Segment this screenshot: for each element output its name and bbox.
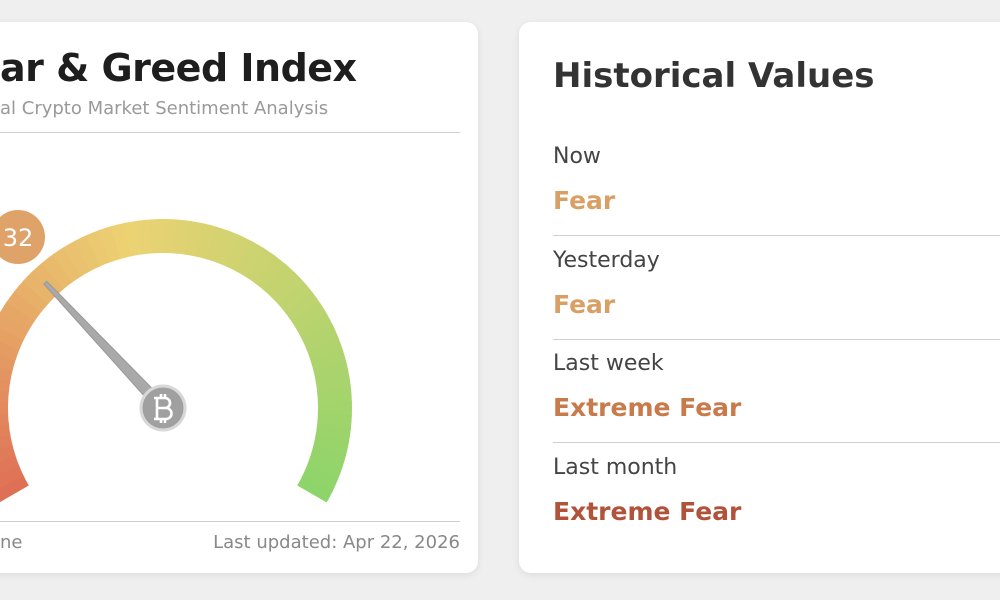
divider <box>553 235 1000 236</box>
gauge-arc <box>0 464 24 488</box>
gauge-arc <box>110 222 133 260</box>
gauge-arc <box>225 235 254 272</box>
gauge-arc <box>123 220 144 257</box>
gauge-arc <box>278 281 314 314</box>
gauge-arc <box>306 455 343 481</box>
gauge-arc <box>291 302 328 333</box>
gauge-arc <box>315 375 352 394</box>
row-value: Extreme Fear <box>553 496 742 526</box>
gauge-arc <box>22 270 57 305</box>
history-title: Historical Values <box>553 56 875 96</box>
gauge-arc <box>86 229 112 267</box>
gauge-arc <box>0 300 36 331</box>
gauge: 32 <box>0 210 352 503</box>
gauge-arc <box>98 225 122 263</box>
gauge-arc <box>315 424 351 443</box>
footer-left: ne <box>0 532 23 553</box>
row-label: Last week <box>553 351 664 376</box>
gauge-arc <box>14 280 50 313</box>
row-value: Fear <box>553 289 616 319</box>
gauge-arc <box>215 230 242 268</box>
gauge-arc <box>41 253 74 290</box>
gauge-arc <box>306 337 344 362</box>
gauge-arc <box>205 226 230 263</box>
gauge-arc <box>309 445 347 469</box>
gauge-arc <box>0 340 20 361</box>
row-label: Now <box>553 144 601 169</box>
gauge-arc <box>270 272 305 306</box>
value-bubble <box>0 210 45 264</box>
gauge-arc <box>245 247 276 284</box>
divider <box>553 442 1000 443</box>
gauge-arc <box>0 454 20 474</box>
gauge-arc <box>173 219 192 255</box>
gauge-arc <box>74 234 102 272</box>
row-label: Last month <box>553 454 678 480</box>
divider <box>0 521 460 522</box>
gauge-arc <box>316 413 352 430</box>
gauge-arc <box>262 263 296 298</box>
gauge-arc <box>162 219 179 254</box>
gauge-arc <box>297 313 334 342</box>
gauge-arc <box>51 246 83 283</box>
divider <box>553 338 1000 340</box>
gauge-arc <box>297 475 333 503</box>
gauge-arc <box>62 240 92 277</box>
gauge-arc <box>317 388 352 405</box>
gauge-arc <box>235 241 265 278</box>
gauge-arc <box>195 223 217 260</box>
gauge-arc <box>184 220 205 257</box>
bitcoin-glyph <box>154 394 173 423</box>
gauge-arc <box>253 255 286 291</box>
gauge-arc <box>0 474 29 503</box>
gauge-arc <box>302 325 339 352</box>
row-value: Extreme Fear <box>553 393 742 422</box>
divider <box>0 132 460 133</box>
index-card <box>0 22 478 573</box>
gauge-arc <box>136 219 154 255</box>
gauge-arc <box>0 326 25 351</box>
gauge-arc <box>313 362 350 383</box>
row-label: Yesterday <box>553 247 660 273</box>
gauge-value: 32 <box>3 224 34 252</box>
gauge-arc <box>312 434 350 456</box>
row-value: Fear <box>553 186 616 215</box>
last-updated: Last updated: Apr 22, 2026 <box>213 532 460 553</box>
gauge-arc <box>0 311 30 341</box>
gauge-arc <box>6 290 42 322</box>
gauge-arc <box>285 291 321 323</box>
title: ar & Greed Index <box>0 46 357 90</box>
gauge-arc <box>301 465 339 493</box>
gauge-arc <box>310 349 347 373</box>
subtitle: al Crypto Market Sentiment Analysis <box>0 98 329 119</box>
history-card <box>519 22 1000 573</box>
